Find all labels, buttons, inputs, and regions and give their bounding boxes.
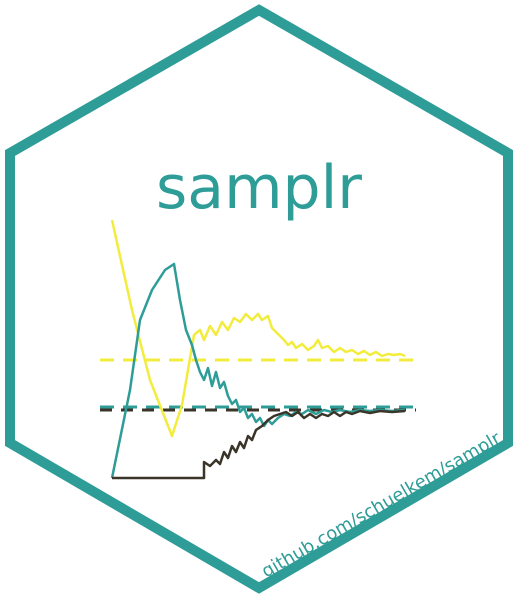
- package-title: samplr: [156, 153, 362, 223]
- hexagon-border: [10, 10, 508, 588]
